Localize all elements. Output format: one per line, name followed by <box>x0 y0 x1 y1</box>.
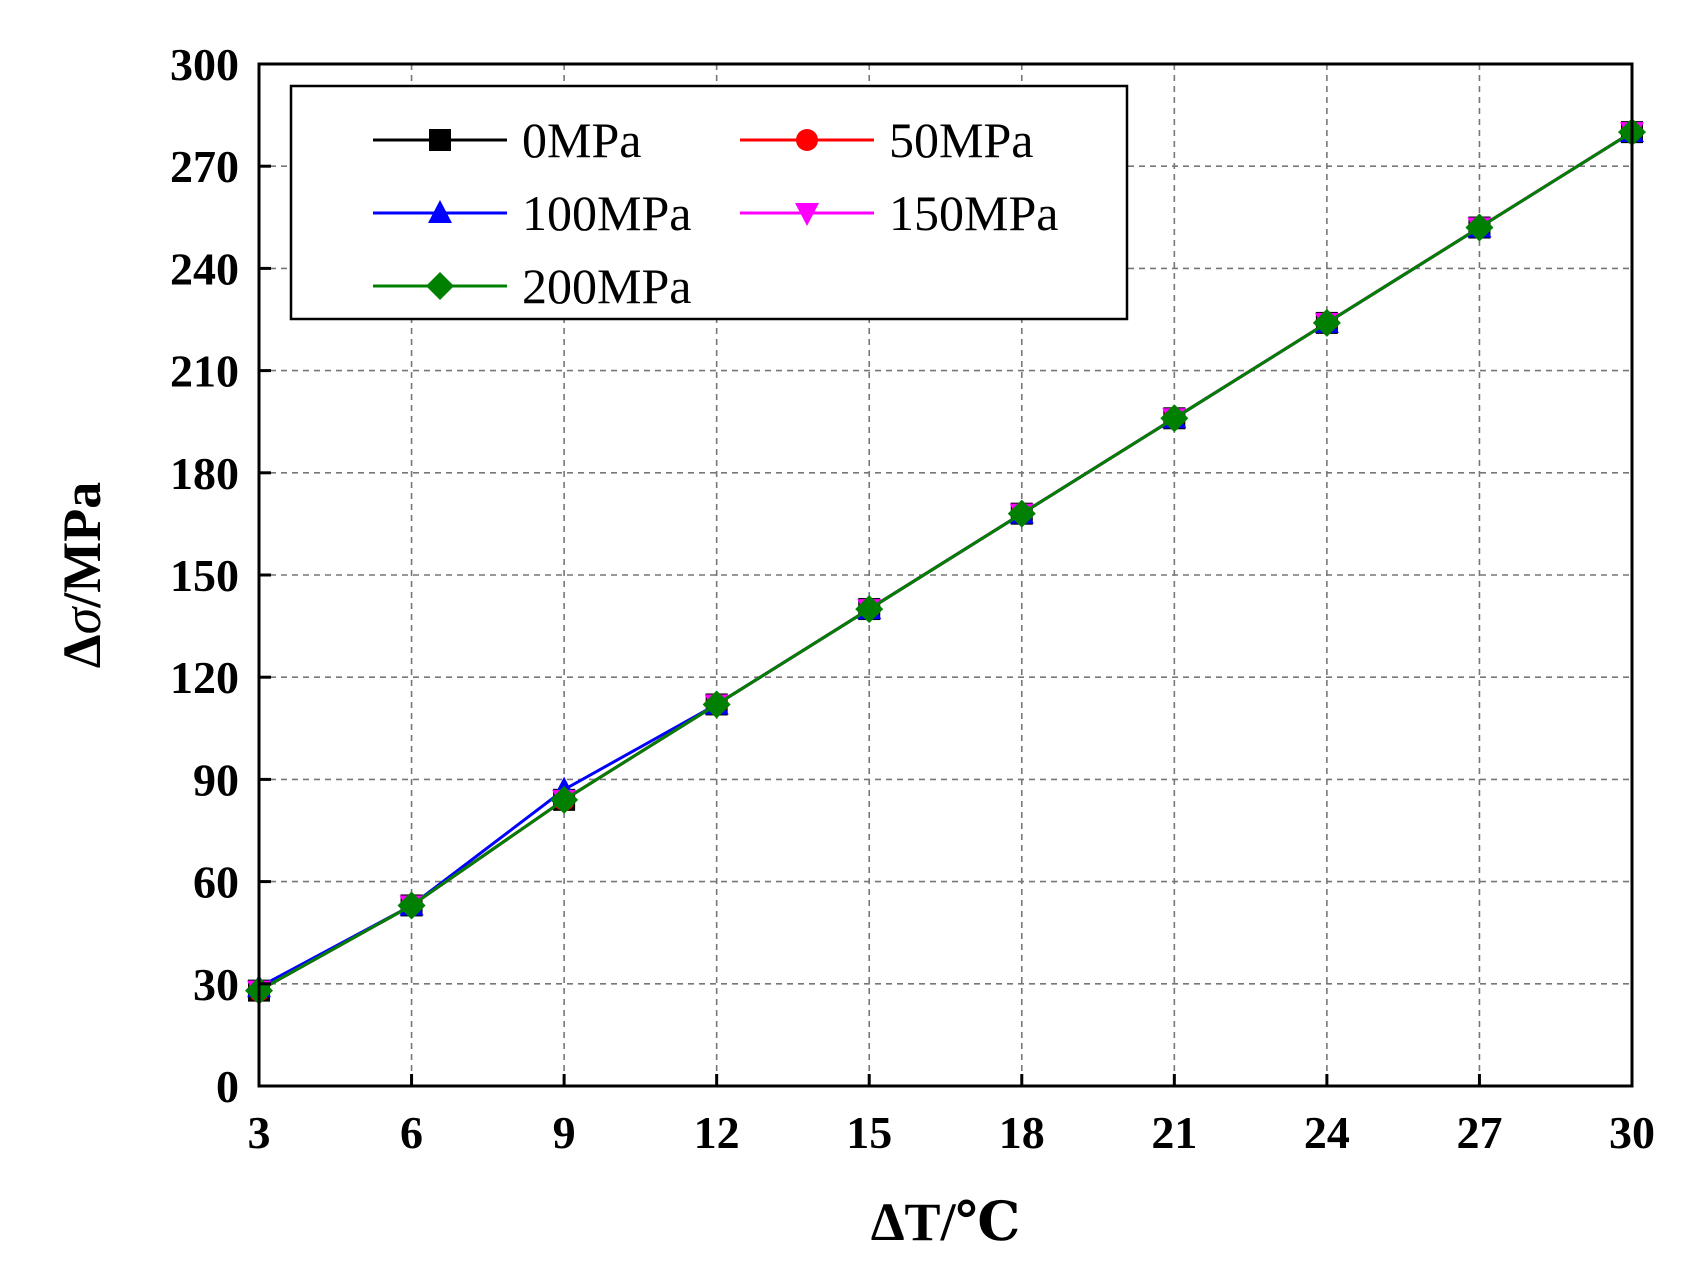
legend-label: 50MPa <box>889 112 1033 168</box>
x-tick-label: 27 <box>1456 1107 1502 1158</box>
data-point <box>855 595 884 624</box>
data-point <box>1312 308 1341 337</box>
y-axis-title: Δσ/MPa <box>52 482 112 668</box>
legend-swatch-marker <box>429 129 451 151</box>
legend-swatch-marker <box>796 129 818 151</box>
x-tick-label: 6 <box>400 1107 423 1158</box>
legend-label: 200MPa <box>522 258 691 314</box>
legend-item-100mpa: 100MPa <box>373 185 691 241</box>
series-line <box>258 130 1633 992</box>
legend-swatch-marker <box>795 203 819 226</box>
y-tick-label: 270 <box>170 141 239 192</box>
y-tick-label: 120 <box>170 652 239 703</box>
data-point <box>397 891 426 920</box>
x-tick-label: 18 <box>999 1107 1045 1158</box>
legend-swatch-marker <box>426 272 454 300</box>
x-tick-label: 3 <box>248 1107 271 1158</box>
x-tick-label: 15 <box>846 1107 892 1158</box>
data-point <box>550 785 579 814</box>
x-axis-title: ΔT/℃ <box>871 1192 1021 1252</box>
y-tick-label: 0 <box>216 1061 239 1112</box>
legend-item-150mpa: 150MPa <box>740 185 1058 241</box>
x-tick-label: 24 <box>1304 1107 1350 1158</box>
y-axis-title-prefix: Δ <box>52 634 112 668</box>
data-point <box>1160 404 1189 433</box>
tick-layer: 3 6 9 12 15 18 21 24 27 3003060901201501802102402… <box>170 39 1655 1158</box>
x-tick-label: 30 <box>1609 1107 1655 1158</box>
legend-swatch-marker <box>428 200 452 223</box>
x-tick-label: 21 <box>1151 1107 1197 1158</box>
legend-label: 150MPa <box>889 185 1058 241</box>
y-axis-title-suffix: /MPa <box>52 482 112 609</box>
legend-label: 0MPa <box>522 112 641 168</box>
y-tick-label: 180 <box>170 448 239 499</box>
legend-box <box>289 84 1129 321</box>
x-tick-label: 9 <box>553 1107 576 1158</box>
legend-item-0mpa: 0MPa <box>373 112 641 168</box>
y-axis-title-symbol: σ <box>52 605 112 634</box>
y-tick-label: 30 <box>193 959 239 1010</box>
legend-item-50mpa: 50MPa <box>740 112 1033 168</box>
y-tick-label: 150 <box>170 550 239 601</box>
data-point <box>702 690 731 719</box>
data-point <box>1465 213 1494 242</box>
series-layer <box>245 118 1646 1005</box>
data-point <box>1007 499 1036 528</box>
x-tick-label: 12 <box>694 1107 740 1158</box>
y-tick-label: 210 <box>170 346 239 397</box>
legend-label: 100MPa <box>522 185 691 241</box>
legend: 0MPa 50MPa 100MPa 150MPa 200MPa <box>289 84 1129 321</box>
y-tick-label: 240 <box>170 243 239 294</box>
legend-item-200mpa: 200MPa <box>373 258 691 314</box>
y-tick-label: 300 <box>170 39 239 90</box>
y-tick-label: 60 <box>193 857 239 908</box>
y-tick-label: 90 <box>193 754 239 805</box>
